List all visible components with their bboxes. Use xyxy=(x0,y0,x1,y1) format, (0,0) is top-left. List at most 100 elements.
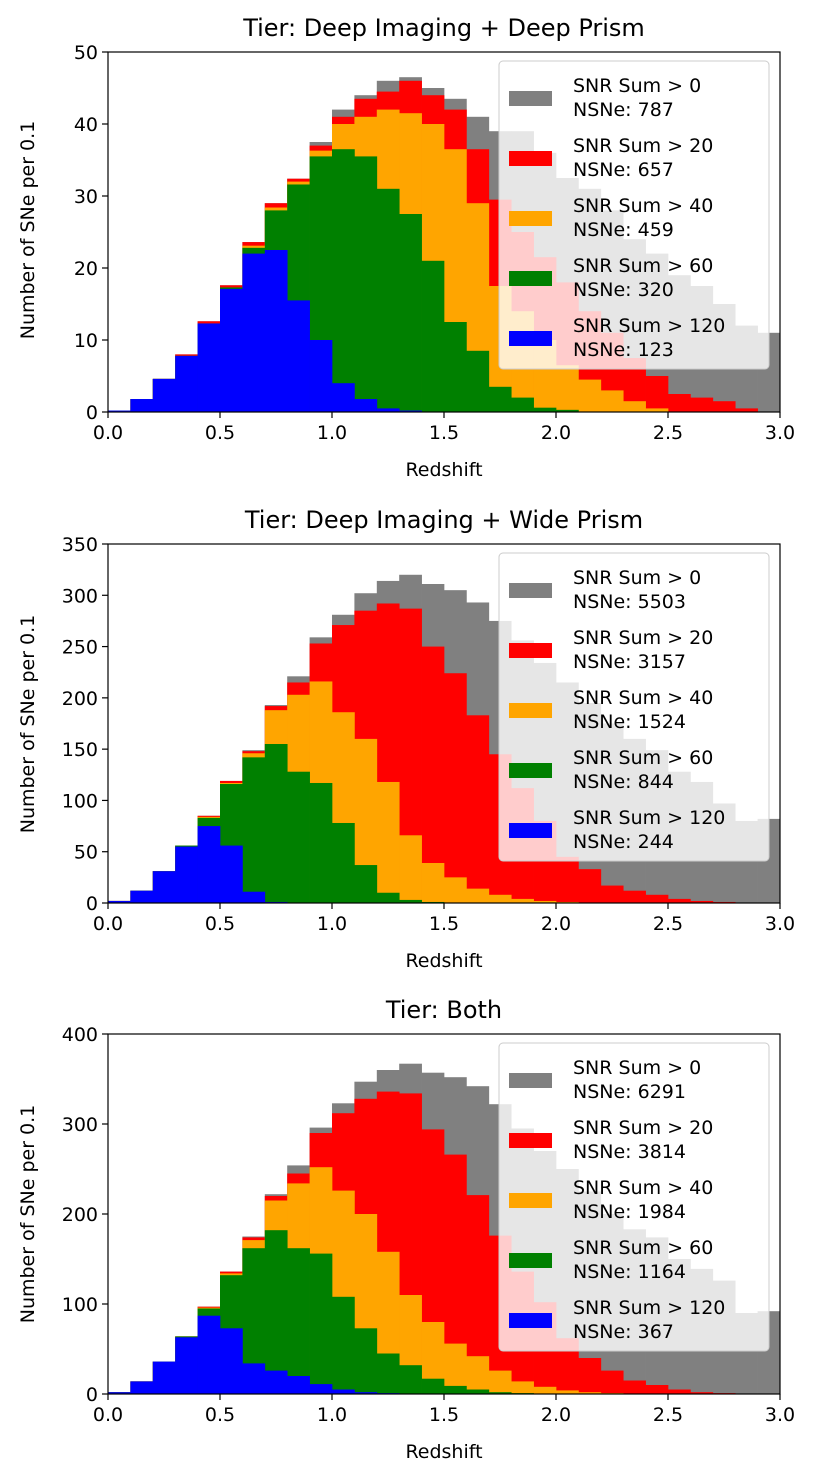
legend-label: SNR Sum > 20 xyxy=(573,627,713,649)
histogram-bar xyxy=(466,888,490,903)
axes: 0.0 0.5 1.0 1.5 2.0 2.5 3.0 0 50 100 150 200 250 300 3… xyxy=(62,534,795,935)
histogram-bar xyxy=(712,401,736,412)
histogram-bar xyxy=(152,378,176,412)
legend-swatch xyxy=(509,583,552,598)
histogram-bar xyxy=(556,365,579,412)
histogram-bar xyxy=(645,376,669,412)
legend-label: SNR Sum > 0 xyxy=(573,567,701,589)
histogram-bar xyxy=(264,1370,288,1394)
histogram-bar xyxy=(309,782,333,903)
legend-swatch xyxy=(509,703,552,718)
histogram-bar xyxy=(399,214,422,412)
x-axis-label: Redshift xyxy=(405,1441,482,1463)
histogram-bar xyxy=(354,399,378,412)
histogram-bar xyxy=(332,822,355,903)
y-axis-label: Number of SNe per 0.1 xyxy=(17,615,39,834)
histogram-bar xyxy=(399,899,422,903)
histogram-bar xyxy=(264,1230,288,1394)
x-tick-label: 0.0 xyxy=(93,1404,123,1426)
histogram-bar xyxy=(533,900,557,903)
histogram-bar xyxy=(220,1328,243,1394)
x-tick-label: 2.0 xyxy=(541,1404,571,1426)
legend-count: NSNe: 367 xyxy=(573,1321,674,1343)
y-tick-label: 0 xyxy=(86,893,98,915)
histogram-bar xyxy=(466,715,490,903)
x-tick-label: 3.0 xyxy=(765,1404,795,1426)
legend-label: SNR Sum > 0 xyxy=(573,1057,701,1079)
x-tick-label: 2.5 xyxy=(653,422,683,444)
histogram-bar xyxy=(130,1381,154,1394)
histogram-bar xyxy=(197,1315,221,1394)
histogram-bar xyxy=(578,379,602,412)
legend-label: SNR Sum > 40 xyxy=(573,195,713,217)
histogram-bar xyxy=(735,408,758,412)
histogram-bar xyxy=(511,1381,534,1394)
legend-swatch xyxy=(509,1193,552,1208)
legend-count: NSNe: 3157 xyxy=(573,651,686,673)
legend-label: SNR Sum > 120 xyxy=(573,315,725,337)
histogram-bar xyxy=(488,386,512,412)
x-tick-label: 1.0 xyxy=(317,422,347,444)
histogram-bar xyxy=(645,894,669,903)
histogram-bar xyxy=(444,673,467,903)
legend-label: SNR Sum > 120 xyxy=(573,807,725,829)
legend-swatch xyxy=(509,1073,552,1088)
histogram-bar xyxy=(175,846,198,903)
x-tick-label: 2.5 xyxy=(653,913,683,935)
legend-count: NSNe: 6291 xyxy=(573,1081,686,1103)
histogram-bar xyxy=(533,1386,557,1394)
chart-title: Tier: Deep Imaging + Wide Prism xyxy=(244,506,643,534)
y-tick-label: 200 xyxy=(62,1204,98,1226)
x-tick-label: 2.0 xyxy=(541,913,571,935)
histogram-bar xyxy=(556,1390,579,1394)
histogram-bar xyxy=(376,781,400,903)
histogram-bar xyxy=(690,1392,714,1394)
y-tick-label: 0 xyxy=(86,402,98,424)
legend-swatch xyxy=(509,1253,552,1268)
histogram-bar xyxy=(421,260,445,412)
histogram-bar xyxy=(466,1389,490,1394)
axes: 0.0 0.5 1.0 1.5 2.0 2.5 3.0 0 10 20 30 40 50 xyxy=(74,42,795,444)
histogram-bar xyxy=(623,358,646,412)
histogram-bar xyxy=(376,1353,400,1394)
legend-count: NSNe: 3814 xyxy=(573,1141,686,1163)
histogram-bar xyxy=(108,900,131,903)
histogram-bar xyxy=(354,1392,378,1394)
histogram-bar xyxy=(399,608,422,903)
legend-label: SNR Sum > 60 xyxy=(573,1237,713,1259)
histogram-bar xyxy=(264,250,288,412)
histogram-bar xyxy=(466,350,490,412)
histogram-bar xyxy=(376,892,400,903)
x-tick-label: 1.0 xyxy=(317,913,347,935)
legend-box xyxy=(498,552,770,862)
legend-count: NSNe: 123 xyxy=(573,339,674,361)
legend-swatch xyxy=(509,211,552,226)
legend-swatch xyxy=(509,643,552,658)
chart-title: Tier: Deep Imaging + Deep Prism xyxy=(242,14,645,42)
histogram-bars xyxy=(108,77,781,413)
histogram-bar xyxy=(556,1338,579,1394)
legend-label: SNR Sum > 60 xyxy=(573,255,713,277)
histogram-bar xyxy=(354,738,378,903)
x-tick-label: 0.0 xyxy=(93,913,123,935)
legend-swatch xyxy=(509,763,552,778)
histogram-bar xyxy=(511,397,534,412)
legend-count: NSNe: 844 xyxy=(573,771,674,793)
histogram-bar xyxy=(287,1248,310,1394)
axes: 0.0 0.5 1.0 1.5 2.0 2.5 3.0 0 100 200 300 400 xyxy=(62,1024,795,1426)
histogram-bar xyxy=(668,898,691,903)
y-tick-label: 350 xyxy=(62,534,98,556)
y-tick-label: 50 xyxy=(74,42,98,64)
histogram-bar xyxy=(556,409,579,412)
legend-swatch xyxy=(509,91,552,106)
legend-count: NSNe: 1524 xyxy=(573,711,686,733)
histogram-bar xyxy=(354,156,378,412)
histogram-bar xyxy=(332,149,355,412)
legend-label: SNR Sum > 20 xyxy=(573,135,713,157)
y-tick-label: 200 xyxy=(62,688,98,710)
x-tick-label: 3.0 xyxy=(765,422,795,444)
histogram-bar xyxy=(332,1389,355,1394)
histogram-bar xyxy=(399,1365,422,1394)
histogram-bar xyxy=(108,410,131,412)
